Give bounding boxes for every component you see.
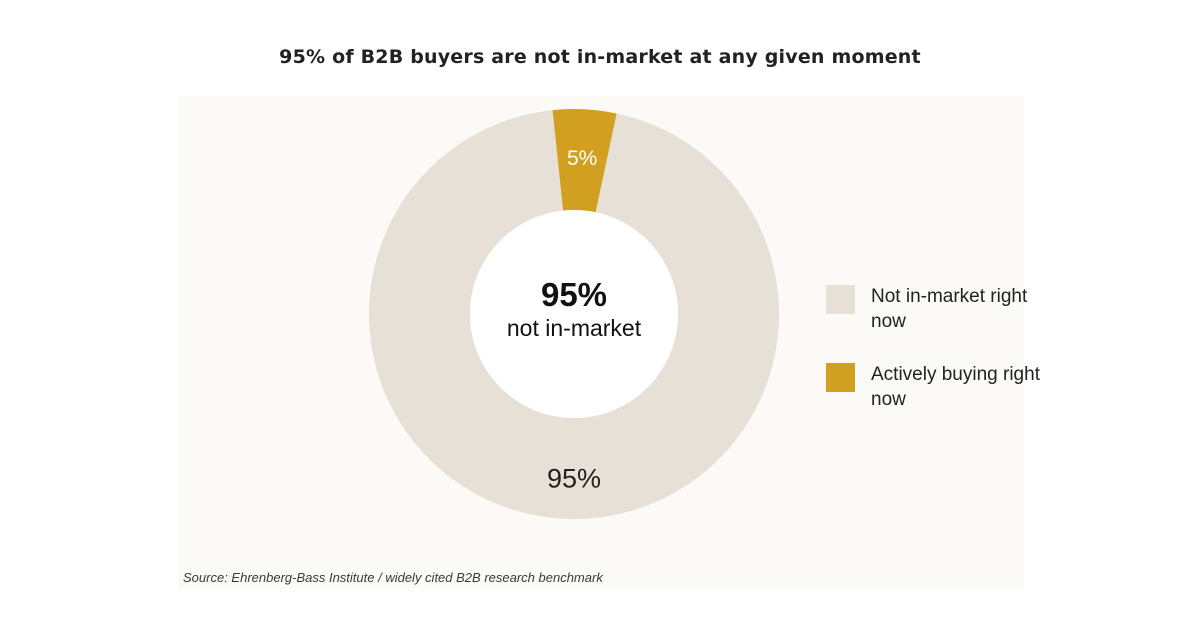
center-caption: not in-market xyxy=(506,315,642,341)
slice-label-actively-buying: 5% xyxy=(567,147,597,170)
chart-title: 95% of B2B buyers are not in-market at a… xyxy=(279,46,921,68)
legend-label-not-in-market: Not in-market right now xyxy=(871,286,1028,332)
legend-swatch-actively-buying xyxy=(826,363,855,392)
slice-not-in-market xyxy=(369,110,780,520)
donut-hole xyxy=(470,210,678,418)
source-note: Source: Ehrenberg-Bass Institute / widel… xyxy=(183,570,603,585)
slice-label-not-in-market: 95% xyxy=(547,464,601,494)
slice-actively-buying xyxy=(552,109,617,213)
donut-center-label: 95% not in-market xyxy=(474,277,674,343)
legend-label-actively-buying: Actively buying right now xyxy=(871,364,1040,410)
center-value: 95% xyxy=(540,276,608,313)
legend-swatch-not-in-market xyxy=(826,285,855,314)
